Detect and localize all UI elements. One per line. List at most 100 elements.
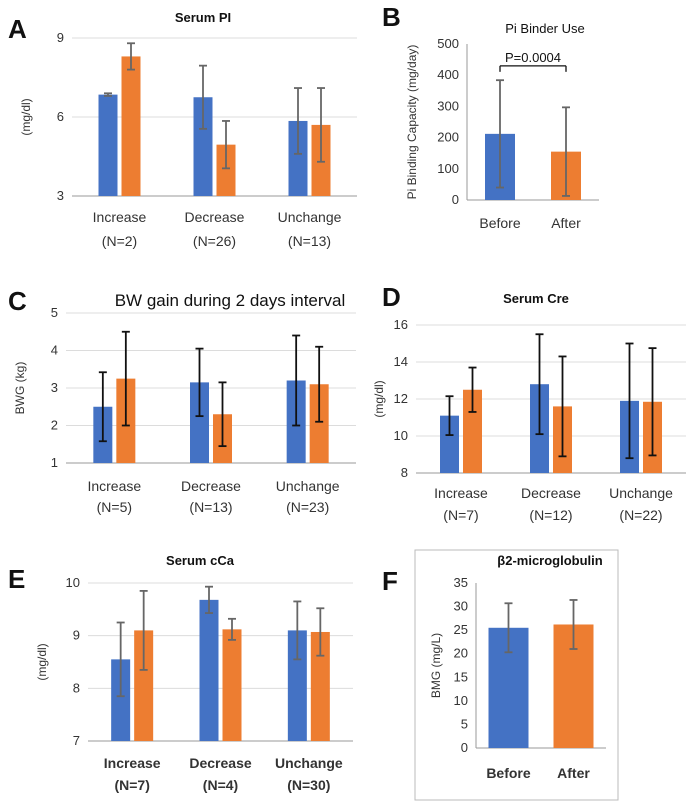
y-tick-label: 15 — [454, 669, 468, 684]
error-bar — [292, 334, 301, 427]
error-bar — [648, 347, 657, 457]
bar-blue-2 — [287, 630, 307, 741]
bar-orange-1 — [216, 144, 236, 196]
error-bar — [315, 345, 324, 423]
panel-letter: E — [8, 564, 25, 594]
y-tick-label: 6 — [57, 109, 64, 124]
chart-title: Pi Binder Use — [505, 21, 584, 36]
category-n-label: (N=13) — [189, 499, 232, 515]
y-tick-label: 2 — [51, 418, 58, 433]
category-label: Increase — [87, 478, 141, 494]
category-label: Unchange — [609, 485, 673, 501]
category-label: Decrease — [185, 209, 245, 225]
y-tick-label: 14 — [394, 354, 408, 369]
error-bar — [504, 602, 513, 654]
y-tick-label: 25 — [454, 622, 468, 637]
bar-blue-0 — [98, 94, 118, 196]
error-bar — [222, 120, 230, 170]
y-axis-label: BMG (mg/L) — [429, 633, 443, 698]
category-n-label: (N=30) — [287, 777, 330, 793]
y-tick-label: 8 — [401, 465, 408, 480]
category-label: Unchange — [278, 209, 342, 225]
category-label: Increase — [434, 485, 488, 501]
bar-blue-1 — [193, 97, 213, 196]
bar-blue-1 — [199, 599, 219, 741]
y-tick-label: 5 — [461, 716, 468, 731]
category-n-label: (N=13) — [288, 233, 331, 249]
category-n-label: (N=23) — [286, 499, 329, 515]
category-n-label: (N=12) — [529, 507, 572, 523]
panel-letter: A — [8, 14, 27, 44]
category-n-label: (N=7) — [114, 777, 149, 793]
panel-letter: D — [382, 282, 401, 312]
bar-orange-2 — [309, 384, 329, 463]
error-bar — [445, 395, 454, 436]
error-bar — [104, 92, 112, 97]
error-bar — [558, 355, 567, 458]
y-tick-label: 4 — [51, 343, 58, 358]
category-n-label: (N=4) — [203, 777, 238, 793]
y-tick-label: 10 — [66, 575, 80, 590]
category-label: Before — [479, 215, 520, 231]
y-tick-label: 3 — [57, 188, 64, 203]
category-label: Increase — [104, 755, 161, 771]
y-axis-label: Pi Binding Capacity (mg/day) — [405, 45, 419, 200]
bar-blue-0 — [111, 659, 131, 741]
error-bar — [535, 333, 544, 436]
y-tick-label: 20 — [454, 646, 468, 661]
y-tick-label: 7 — [73, 733, 80, 748]
bar-orange-0 — [121, 56, 141, 196]
bar-blue-1 — [190, 382, 209, 463]
panel-b: B Pi Binder Use 0 100 200 300 400 500 Pi Binding… — [382, 2, 599, 231]
bar-orange-0 — [463, 389, 482, 473]
y-tick-label: 8 — [73, 680, 80, 695]
error-bar — [468, 366, 477, 413]
error-bar — [317, 87, 325, 163]
category-label: Increase — [93, 209, 147, 225]
y-tick-label: 35 — [454, 575, 468, 590]
panel-letter: C — [8, 286, 27, 316]
error-bar — [205, 585, 213, 614]
error-bar — [316, 607, 325, 657]
error-bar — [139, 590, 148, 671]
error-bar — [625, 342, 634, 460]
error-bar — [199, 64, 207, 130]
chart-title: Serum PI — [175, 10, 231, 25]
error-bar — [228, 617, 236, 641]
error-bar — [294, 87, 302, 155]
panel-letter: F — [382, 566, 398, 596]
y-tick-label: 100 — [437, 161, 459, 176]
y-tick-label: 200 — [437, 130, 459, 145]
category-label: Decrease — [181, 478, 241, 494]
category-label: Unchange — [275, 755, 343, 771]
y-tick-label: 5 — [51, 305, 58, 320]
error-bar — [116, 621, 125, 698]
y-tick-label: 10 — [394, 428, 408, 443]
y-tick-label: 30 — [454, 599, 468, 614]
error-bar — [569, 599, 578, 650]
panel-a: A Serum PI 3 6 9 (mg/dl) Increase (N=2) Decrease… — [8, 10, 357, 249]
category-n-label: (N=5) — [97, 499, 132, 515]
panel-d: D Serum Cre 8 10 12 14 16 (mg/dl) Increase (N=7) D… — [372, 282, 686, 523]
category-n-label: (N=22) — [619, 507, 662, 523]
y-tick-label: 9 — [57, 30, 64, 45]
bar-blue-0 — [440, 415, 459, 473]
y-tick-label: 400 — [437, 67, 459, 82]
chart-title: Serum Cre — [503, 291, 569, 306]
category-label: Decrease — [189, 755, 251, 771]
error-bar — [218, 381, 227, 448]
error-bar — [121, 330, 130, 427]
category-n-label: (N=26) — [193, 233, 236, 249]
error-bar — [195, 347, 204, 418]
y-tick-label: 16 — [394, 317, 408, 332]
y-tick-label: 0 — [461, 740, 468, 755]
y-tick-label: 0 — [452, 192, 459, 207]
category-label: Before — [486, 765, 531, 781]
y-axis-label: (mg/dl) — [19, 98, 33, 135]
y-axis-label: (mg/dl) — [35, 643, 49, 680]
y-tick-label: 500 — [437, 36, 459, 51]
panel-c: C BW gain during 2 days interval 1 2 3 4 5 BWG … — [8, 286, 356, 515]
panel-letter: B — [382, 2, 401, 32]
bar-orange-1 — [222, 629, 242, 741]
